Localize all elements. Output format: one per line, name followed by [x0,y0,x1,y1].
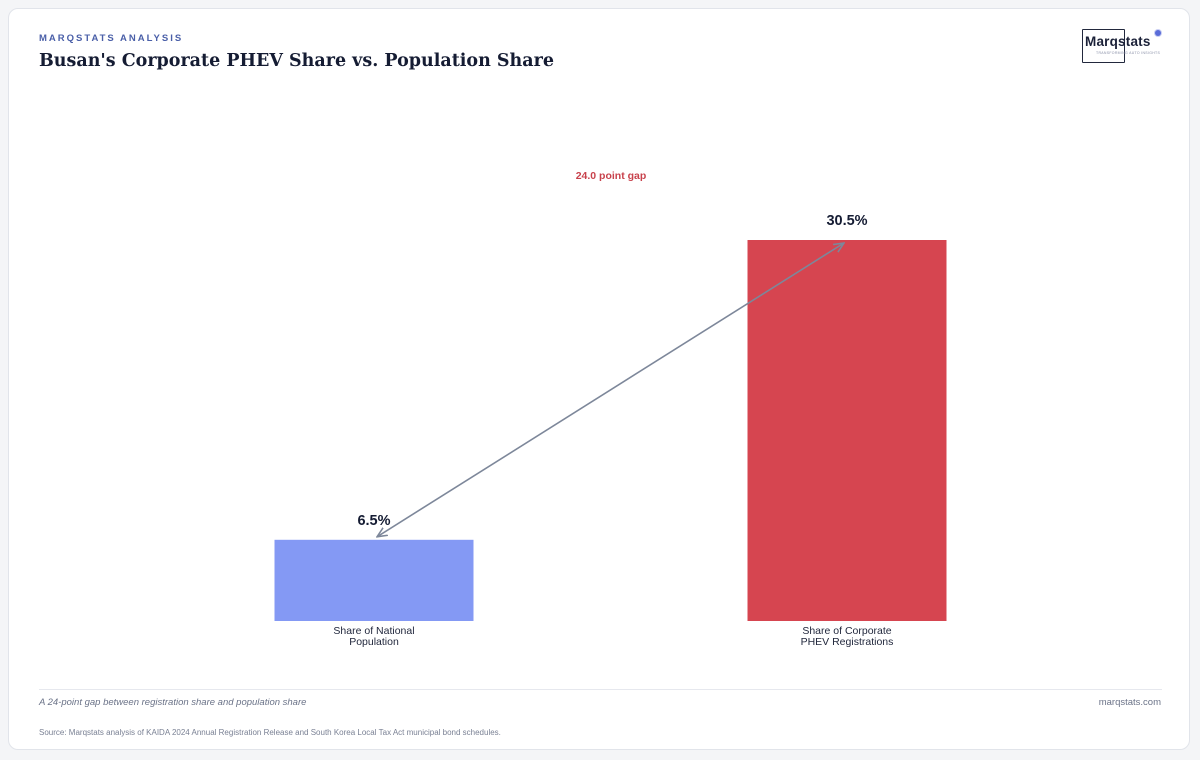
logo-wordmark: Marqstats [1085,34,1151,49]
source-note: Source: Marqstats analysis of KAIDA 2024… [39,728,501,737]
marqstats-logo: Marqstats TRANSFORMING AUTO INSIGHTS [1082,29,1164,63]
site-link[interactable]: marqstats.com [1098,697,1161,708]
logo-tagline: TRANSFORMING AUTO INSIGHTS [1096,51,1161,55]
footer-divider [39,689,1162,690]
bar-2 [747,240,947,621]
category-label-2-line-2: PHEV Registrations [801,636,894,648]
chart-card: MARQSTATS ANALYSIS Busan's Corporate PHE… [8,8,1190,750]
kicker-label: MARQSTATS ANALYSIS [39,33,184,44]
gap-arrow [377,243,844,537]
data-label-2: 30.5% [826,213,867,229]
category-label-1-line-1: Share of National [333,625,414,637]
gap-annotation: 24.0 point gap [576,170,647,182]
logo-frame [1082,29,1125,63]
bar-1 [274,539,474,621]
chart-takeaway: A 24-point gap between registration shar… [39,697,307,708]
chart-title: Busan's Corporate PHEV Share vs. Populat… [39,51,554,71]
data-label-1: 6.5% [357,513,390,529]
category-label-2-line-1: Share of Corporate [802,625,891,637]
logo-dot-icon [1155,30,1161,36]
category-label-1-line-2: Population [349,636,399,648]
